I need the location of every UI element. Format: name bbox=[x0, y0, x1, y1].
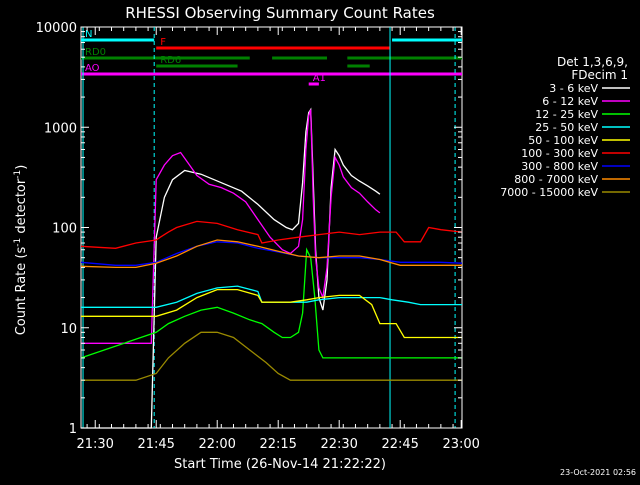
x-tick-label: 22:45 bbox=[381, 437, 418, 452]
series-line bbox=[81, 285, 462, 308]
status-bar-label: RD6 bbox=[160, 55, 181, 66]
legend-entry-label: 6 - 12 keV bbox=[542, 95, 598, 108]
y-axis-label-main: Count Rate (s bbox=[14, 247, 29, 336]
series-line bbox=[81, 109, 381, 344]
y-axis-label-end: ) bbox=[14, 165, 29, 170]
y-axis-ticks: 1 10 100 1000 10000 bbox=[36, 21, 462, 437]
x-tick-label: 22:00 bbox=[198, 437, 235, 452]
timestamp: 23-Oct-2021 02:56 bbox=[560, 468, 636, 477]
series-line bbox=[81, 331, 462, 381]
legend-header-line1: Det 1,3,6,9, bbox=[557, 55, 628, 69]
x-tick-label: 21:30 bbox=[76, 437, 113, 452]
status-bars: N F RD0 RD6 AO A1 bbox=[81, 29, 462, 86]
series-line bbox=[80, 220, 463, 249]
series-line bbox=[80, 241, 463, 266]
series-line bbox=[80, 239, 462, 269]
status-bar-label: N bbox=[85, 29, 92, 40]
x-tick-label: 22:30 bbox=[320, 437, 357, 452]
legend-entry-label: 12 - 25 keV bbox=[535, 108, 598, 121]
status-bar-label: A1 bbox=[313, 73, 326, 84]
status-bar-label: RD0 bbox=[85, 47, 106, 58]
y-tick-label: 1 bbox=[69, 422, 77, 437]
series-line bbox=[80, 247, 462, 359]
x-axis-ticks: 21:30 21:45 22:00 22:15 22:30 22:45 23:00 bbox=[76, 27, 480, 452]
legend-entry-label: 7000 - 15000 keV bbox=[500, 186, 598, 199]
status-bar-label: F bbox=[160, 37, 166, 48]
series-line bbox=[81, 288, 462, 339]
x-axis-label: Start Time (26-Nov-14 21:22:22) bbox=[174, 457, 386, 472]
y-axis-label-sup1: -1 bbox=[13, 238, 23, 247]
vertical-markers bbox=[82, 27, 456, 428]
x-tick-label: 23:00 bbox=[442, 437, 479, 452]
legend-entry-label: 800 - 7000 keV bbox=[514, 173, 598, 186]
legend-header-line2: FDecim 1 bbox=[571, 68, 628, 82]
y-tick-label: 100 bbox=[52, 222, 77, 237]
x-tick-label: 22:15 bbox=[259, 437, 296, 452]
chart-title: RHESSI Observing Summary Count Rates bbox=[125, 4, 435, 22]
series-lines bbox=[80, 107, 463, 429]
y-axis-label-mid: detector bbox=[14, 178, 29, 238]
status-bar-label: AO bbox=[85, 63, 100, 74]
legend-entry-label: 25 - 50 keV bbox=[535, 121, 598, 134]
legend-entry-label: 3 - 6 keV bbox=[549, 82, 598, 95]
y-axis-label: Count Rate (s-1 detector-1) bbox=[13, 165, 29, 336]
y-axis-label-sup2: -1 bbox=[13, 170, 23, 179]
legend-entry-label: 50 - 100 keV bbox=[528, 134, 598, 147]
y-tick-label: 10000 bbox=[36, 21, 77, 36]
legend-entry-label: 300 - 800 keV bbox=[521, 160, 598, 173]
x-tick-label: 21:45 bbox=[137, 437, 174, 452]
legend-entry-label: 100 - 300 keV bbox=[521, 147, 598, 160]
y-tick-label: 10 bbox=[60, 322, 77, 337]
y-tick-label: 1000 bbox=[44, 121, 77, 136]
series-line bbox=[81, 107, 381, 429]
